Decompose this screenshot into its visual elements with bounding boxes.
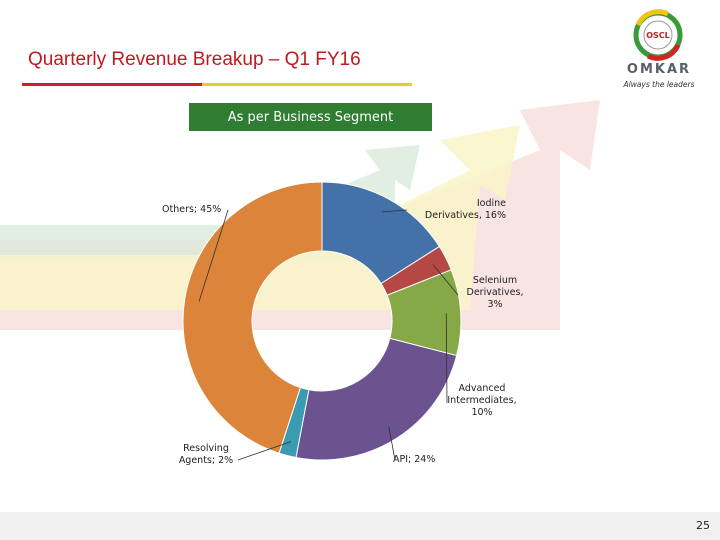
segment-heading: As per Business Segment [189,103,432,131]
data-label-selenium-derivatives: Selenium Derivatives, 3% [460,275,530,311]
leader-line [198,209,229,302]
logo-center [643,20,673,50]
data-label-line: Others; 45% [162,204,222,215]
footer-bar [0,512,720,540]
data-label-iodine-derivatives: Iodine Derivatives, 16% [416,198,506,222]
data-label-line: Resolving [183,443,229,454]
leader-line [237,441,292,461]
title-underline-yellow [202,83,412,86]
leader-line [445,313,448,404]
leader-line [381,209,408,213]
page-number: 25 [696,519,710,532]
data-label-line: Intermediates, [447,395,517,406]
logo-emblem-text: OSCL [646,31,670,40]
data-label-resolving-agents: Resolving Agents; 2% [175,443,237,467]
data-label-line: Derivatives, 3% [466,287,524,310]
logo-tagline: Always the leaders [623,80,695,89]
logo-arc-red [646,43,681,61]
leader-line [388,426,396,461]
data-label-line: Selenium [472,275,518,286]
data-label-api: API; 24% [393,454,453,466]
slice-others [182,181,323,454]
company-logo: OSCL [598,0,720,100]
data-label-line: Iodine [476,198,506,209]
data-label-others: Others; 45% [162,204,232,216]
slice-api [295,337,458,461]
page-title: Quarterly Revenue Breakup – Q1 FY16 [28,49,361,70]
logo-brand: OMKAR [626,62,692,77]
data-label-line: Advanced [458,383,506,394]
leader-line [432,264,459,296]
logo-arc-yellow [635,9,670,27]
title-underline-red [22,83,202,86]
data-label-line: API; 24% [393,454,436,465]
data-label-advanced-intermediates: Advanced Intermediates, 10% [447,383,517,419]
data-label-line: Derivatives, 16% [424,210,506,221]
data-label-line: 10% [471,407,493,418]
data-label-line: Agents; 2% [178,455,234,466]
